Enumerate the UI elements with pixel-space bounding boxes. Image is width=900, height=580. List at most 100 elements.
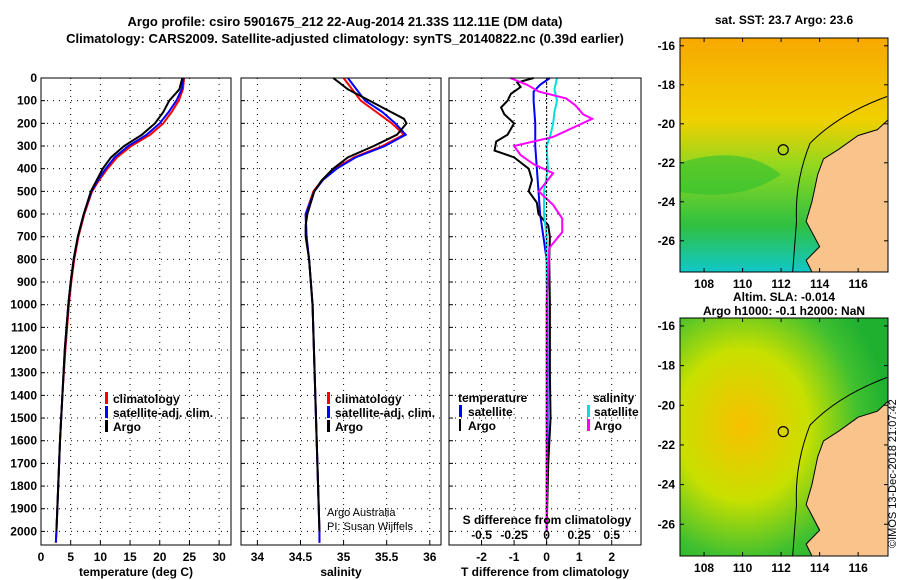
legend-label: satellite-adj. clim.	[113, 406, 213, 420]
shelf-contour	[792, 377, 888, 557]
legend-swatch-t-satellite	[459, 405, 462, 417]
legend-swatch	[327, 420, 330, 432]
x-tick-label: 36	[423, 550, 437, 564]
legend-swatch-s-argo	[587, 419, 590, 431]
y-tick-label: 100	[17, 94, 37, 108]
s-diff-axis-label: S difference from climatology	[463, 513, 632, 527]
temperature-panel: 0100200300400500600700800900100011001200…	[10, 71, 232, 579]
shelf-contour	[792, 96, 888, 273]
y-tick-label: 1200	[10, 343, 37, 357]
x-tick-label: 10	[94, 550, 108, 564]
difference-panel: -2 -1 0 1 2T difference from climatology	[448, 77, 642, 579]
float-location-marker	[777, 144, 789, 156]
legend-label: climatology	[113, 392, 180, 406]
x-tick-label: 15	[123, 550, 137, 564]
legend-t-title: temperature	[458, 391, 528, 405]
plot-frame	[40, 77, 232, 546]
x-axis-label: T difference from climatology	[461, 565, 629, 579]
y-tick-label: 0	[30, 71, 37, 85]
legend-swatch-s-satellite	[587, 405, 590, 417]
salinity-panel: 34 34.5 35 35.5 36 salinity	[240, 77, 442, 579]
lon-tick-label: 110	[733, 561, 753, 575]
lon-tick-label: 112	[771, 561, 791, 575]
y-tick-label: 700	[17, 230, 37, 244]
plot-frame	[240, 77, 442, 546]
lat-tick-label: -18	[658, 78, 676, 92]
s-diff-tick-labels: -0.5 -0.25 0 0.25 0.5	[471, 528, 620, 542]
lat-tick-label: -16	[658, 319, 676, 333]
x-tick-label: 2	[608, 550, 615, 564]
s-tick-label: 0.25	[567, 528, 591, 542]
title-line-2: Climatology: CARS2009. Satellite-adjuste…	[66, 31, 624, 46]
y-tick-label: 800	[17, 252, 37, 266]
x-tick-label: 20	[153, 550, 167, 564]
legend-t-satellite: satellite	[468, 405, 513, 419]
float-location-marker	[777, 426, 789, 438]
legend-swatch-t-argo	[459, 419, 461, 431]
x-tick-label: -1	[509, 550, 520, 564]
x-tick-label: 35.5	[375, 550, 399, 564]
legend-swatch	[105, 392, 108, 404]
legend-s-satellite: satellite	[594, 405, 639, 419]
x-tick-label: 0	[38, 550, 45, 564]
lon-tick-label: 110	[733, 277, 753, 291]
lat-tick-label: -22	[658, 156, 676, 170]
x-tick-label: 1	[576, 550, 583, 564]
legend-label: climatology	[335, 392, 402, 406]
x-tick-label: 35	[337, 550, 351, 564]
y-tick-label: 900	[17, 275, 37, 289]
lat-tick-label: -26	[658, 517, 676, 531]
map-title: Altim. SLA: -0.014	[733, 290, 835, 304]
legend-s-argo: Argo	[594, 419, 622, 433]
y-tick-label: 500	[17, 184, 37, 198]
lat-tick-label: -20	[658, 398, 676, 412]
legend-label: Argo	[113, 420, 141, 434]
lat-tick-label: -24	[658, 195, 676, 209]
y-tick-label: 1100	[11, 320, 37, 334]
annotation-line-1: Argo Australia	[327, 507, 396, 519]
map-shading	[680, 155, 782, 195]
y-tick-label: 1400	[10, 388, 37, 402]
y-tick-label: 1700	[10, 456, 37, 470]
series-line-s-argo	[509, 77, 595, 532]
series-line-argo	[304, 77, 408, 532]
y-tick-label: 600	[17, 207, 37, 221]
x-tick-label: 5	[67, 550, 74, 564]
series-line-argo	[55, 77, 184, 532]
lon-tick-label: 108	[694, 277, 714, 291]
lon-tick-label: 114	[810, 561, 830, 575]
map-title: Argo h1000: -0.1 h2000: NaN	[703, 304, 865, 318]
legend-swatch	[105, 420, 108, 432]
x-tick-label: -2	[476, 550, 487, 564]
lat-tick-label: -20	[658, 117, 676, 131]
lat-tick-label: -24	[658, 478, 676, 492]
series-line-climatology	[54, 77, 186, 543]
legend-s-title: salinity	[593, 391, 635, 405]
copyright-timestamp: ©IMOS 13-Dec-2018 21:07:42	[887, 399, 899, 548]
y-tick-label: 1900	[10, 502, 37, 516]
lat-tick-label: -22	[658, 438, 676, 452]
y-tick-label: 1500	[10, 411, 37, 425]
lat-tick-label: -18	[658, 359, 676, 373]
legend-t-argo: Argo	[468, 419, 496, 433]
legend-label: Argo	[335, 420, 363, 434]
y-tick-label: 1000	[10, 298, 37, 312]
legend-swatch	[105, 406, 108, 418]
legend-label: satellite-adj. clim.	[335, 406, 435, 420]
map-title: sat. SST: 23.7 Argo: 23.6	[715, 13, 854, 27]
x-tick-label: 25	[183, 550, 197, 564]
legend-swatch	[327, 392, 330, 404]
plot-frame	[448, 77, 642, 546]
x-tick-label: 0	[543, 550, 550, 564]
sst-map: sat. SST: 23.7 Argo: 23.6 108 110 112 114 116…	[658, 13, 889, 291]
annotation-line-2: PI: Susan Wijffels	[327, 521, 413, 533]
difference-legend: temperature satellite Argo salinity sate…	[458, 391, 639, 433]
x-axis-label: temperature (deg C)	[79, 565, 193, 579]
lat-tick-label: -26	[658, 234, 676, 248]
series-line-satellite-adj-clim-	[54, 77, 185, 543]
lon-tick-label: 108	[694, 561, 714, 575]
s-tick-label: 0.5	[603, 528, 620, 542]
